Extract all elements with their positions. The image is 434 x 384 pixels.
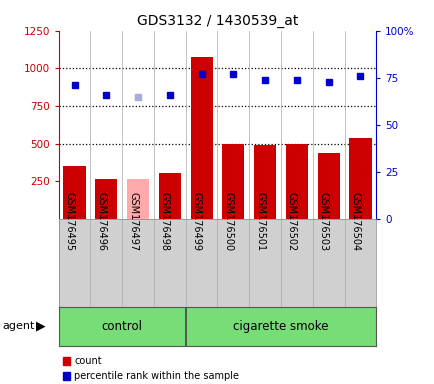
Text: GSM176503: GSM176503 (318, 192, 328, 251)
Bar (190, 57, 212, 219)
Bar (349, 137, 371, 219)
Bar (63, 166, 85, 219)
FancyBboxPatch shape (122, 219, 154, 307)
Bar (222, 144, 244, 219)
FancyBboxPatch shape (312, 219, 344, 307)
Text: cigarette smoke: cigarette smoke (233, 320, 328, 333)
Bar (95, 179, 117, 219)
Text: GSM176501: GSM176501 (255, 192, 264, 251)
Text: GSM176504: GSM176504 (350, 192, 359, 251)
Text: percentile rank within the sample: percentile rank within the sample (74, 371, 239, 381)
Bar (127, 179, 149, 219)
FancyBboxPatch shape (344, 219, 375, 307)
Bar (158, 173, 181, 219)
Text: GSM176500: GSM176500 (223, 192, 233, 251)
FancyBboxPatch shape (217, 219, 249, 307)
Text: GSM176496: GSM176496 (96, 192, 106, 251)
Bar (317, 153, 339, 219)
FancyBboxPatch shape (90, 219, 122, 307)
Title: GDS3132 / 1430539_at: GDS3132 / 1430539_at (137, 14, 297, 28)
FancyBboxPatch shape (154, 219, 185, 307)
Text: GSM176499: GSM176499 (191, 192, 201, 251)
Text: GSM176495: GSM176495 (65, 192, 75, 251)
Text: GSM176502: GSM176502 (286, 192, 296, 251)
Text: agent: agent (2, 321, 34, 331)
Text: GSM176497: GSM176497 (128, 192, 138, 251)
Bar (253, 145, 276, 219)
Text: count: count (74, 356, 102, 366)
Text: control: control (102, 320, 142, 333)
FancyBboxPatch shape (59, 219, 90, 307)
Text: ▶: ▶ (36, 320, 45, 333)
FancyBboxPatch shape (249, 219, 280, 307)
FancyBboxPatch shape (185, 219, 217, 307)
Bar (285, 144, 307, 219)
FancyBboxPatch shape (280, 219, 312, 307)
Text: GSM176498: GSM176498 (160, 192, 169, 251)
